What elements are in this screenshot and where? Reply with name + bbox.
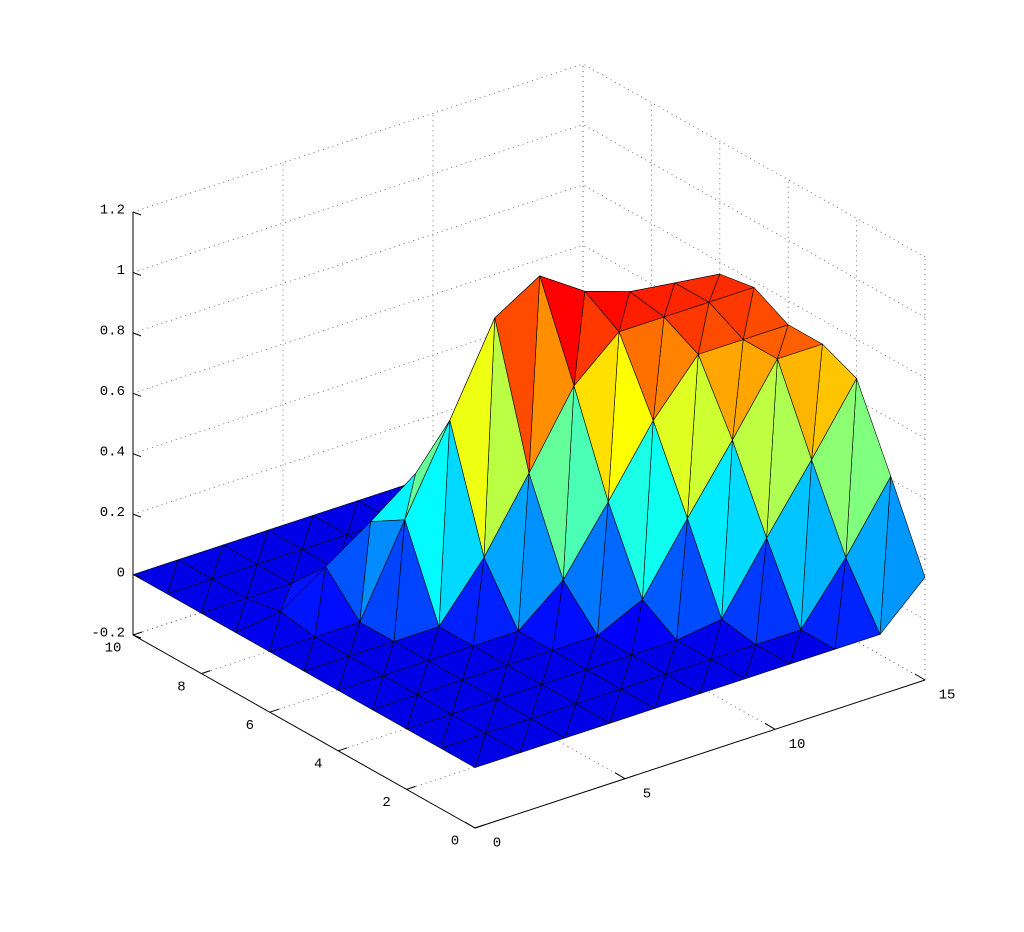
z-tick-label: 1 bbox=[117, 263, 125, 279]
grid-line bbox=[582, 486, 926, 681]
y-tick-label: 8 bbox=[177, 679, 185, 695]
y-tick bbox=[132, 631, 143, 636]
z-tick-label: 0.6 bbox=[100, 384, 125, 400]
x-tick bbox=[614, 772, 626, 780]
surface-face bbox=[166, 578, 213, 614]
surface-face bbox=[699, 659, 746, 694]
grid-line bbox=[582, 184, 926, 379]
x-axis-line bbox=[474, 679, 926, 829]
grid-line bbox=[132, 124, 584, 273]
x-tick bbox=[464, 821, 476, 829]
grid-line bbox=[282, 585, 626, 780]
surface-face bbox=[132, 559, 179, 595]
x-tick-label: 15 bbox=[939, 688, 956, 704]
z-tick bbox=[132, 392, 142, 397]
z-tick bbox=[132, 513, 142, 518]
y-tick-label: 10 bbox=[105, 641, 122, 657]
surface bbox=[132, 273, 926, 768]
x-tick-label: 0 bbox=[493, 836, 501, 852]
z-tick bbox=[132, 634, 142, 639]
surface-face bbox=[235, 611, 281, 653]
y-tick bbox=[338, 747, 348, 752]
z-tick-label: -0.2 bbox=[91, 626, 125, 642]
z-tick-label: 0.4 bbox=[100, 444, 125, 460]
y-tick-label: 2 bbox=[382, 795, 390, 811]
surface-face bbox=[372, 694, 418, 730]
y-tick bbox=[406, 785, 416, 790]
grid-line bbox=[582, 63, 926, 258]
surface-face bbox=[406, 713, 452, 749]
z-tick-label: 0.2 bbox=[100, 505, 125, 521]
z-tick bbox=[132, 211, 142, 216]
z-tick bbox=[132, 332, 142, 337]
y-axis-line bbox=[132, 634, 476, 829]
axes: -0.2 0 0.2 0.4 0.6 0.8 1 1.2 0 2 4 6 8 10 0 5 10 15 bbox=[91, 203, 955, 852]
surface-face bbox=[440, 733, 487, 768]
surface-face bbox=[337, 675, 384, 711]
grid-line bbox=[582, 244, 926, 439]
z-tick-label: 0.8 bbox=[100, 324, 125, 340]
x-tick-label: 5 bbox=[643, 786, 651, 802]
z-tick-label: 1.2 bbox=[100, 203, 125, 219]
y-tick bbox=[269, 708, 279, 713]
y-tick bbox=[474, 824, 485, 829]
x-tick-label: 10 bbox=[789, 737, 806, 753]
z-tick bbox=[132, 271, 142, 276]
y-tick-label: 0 bbox=[451, 834, 459, 850]
grid-line bbox=[432, 535, 776, 730]
z-tick-label: 0 bbox=[117, 565, 125, 581]
x-tick bbox=[914, 673, 926, 681]
y-tick-label: 4 bbox=[314, 757, 322, 773]
z-tick bbox=[132, 453, 142, 458]
grid-line bbox=[582, 124, 926, 318]
x-tick bbox=[764, 722, 776, 730]
surface-face bbox=[303, 655, 350, 691]
y-tick bbox=[201, 670, 211, 675]
y-tick-label: 6 bbox=[246, 718, 254, 734]
grid-line bbox=[132, 63, 584, 213]
z-tick bbox=[132, 574, 142, 579]
